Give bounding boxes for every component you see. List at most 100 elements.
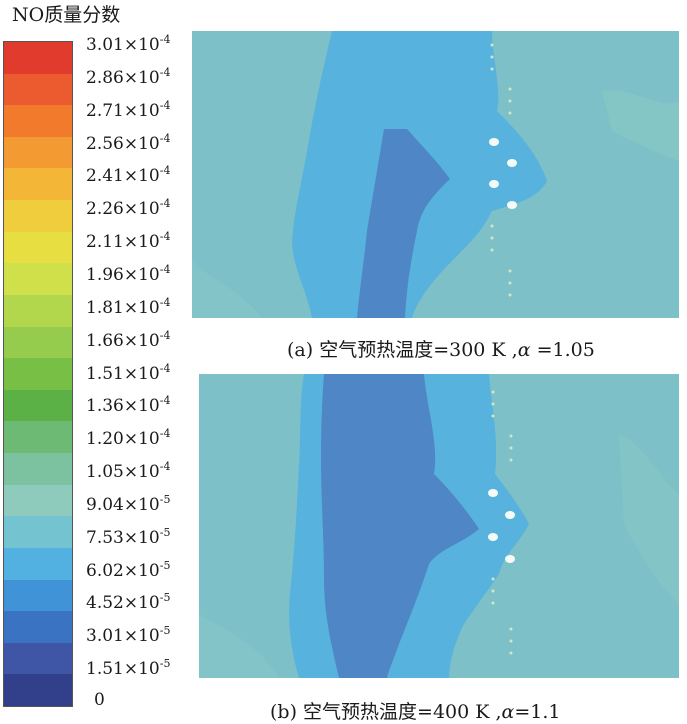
colorbar-tick-label: 1.05×10-4 xyxy=(86,460,170,482)
colorbar-tick-label: 2.56×10-4 xyxy=(86,132,170,154)
colorbar-tick-label: 1.51×10-4 xyxy=(86,362,170,384)
caption-b-text: (b) 空气预热温度=400 K , xyxy=(270,701,502,723)
colorbar-tick-label: 1.96×10-4 xyxy=(86,263,170,285)
colorbar-swatch xyxy=(4,294,72,328)
colorbar-swatch xyxy=(4,453,72,486)
caption-b-alpha-value: =1.1 xyxy=(514,701,561,723)
colorbar-swatch xyxy=(4,358,72,391)
tick-mantissa: 2.86×10 xyxy=(86,67,160,88)
tick-exponent: -5 xyxy=(159,591,171,605)
contour-panel-a xyxy=(192,31,679,318)
colorbar-swatch xyxy=(4,105,72,138)
colorbar-swatch xyxy=(4,326,72,359)
colorbar-swatch xyxy=(4,516,72,549)
tick-exponent: -4 xyxy=(159,33,171,46)
colorbar-swatch xyxy=(4,579,72,612)
tick-mantissa: 3.01×10 xyxy=(86,35,160,55)
tick-exponent: -4 xyxy=(159,65,171,79)
panel-a-edge-region xyxy=(602,90,679,161)
panel-b-edge-region xyxy=(619,434,679,604)
tick-exponent: -4 xyxy=(159,164,171,178)
colorbar-tick-label: 1.36×10-4 xyxy=(86,394,170,416)
colorbar-tick-label: 1.20×10-4 xyxy=(86,427,170,449)
tick-mantissa: 2.11×10 xyxy=(86,232,160,253)
panel-a-injector-holes xyxy=(489,138,517,209)
colorbar-tick-label: 1.81×10-4 xyxy=(86,296,170,318)
tick-exponent: -4 xyxy=(159,131,171,145)
panel-a-core-region xyxy=(357,129,450,318)
caption-a: (a) 空气预热温度=300 K ,α =1.05 xyxy=(287,335,595,362)
colorbar-tick-label: 2.26×10-4 xyxy=(86,197,170,219)
colorbar-tick-label: 1.51×10-5 xyxy=(86,657,170,679)
colorbar-tick-label: 6.02×10-5 xyxy=(86,559,170,581)
tick-exponent: -4 xyxy=(159,262,171,276)
tick-exponent: -4 xyxy=(159,98,171,112)
panel-b-injector-holes xyxy=(488,489,515,563)
colorbar-tick-label: 4.52×10-5 xyxy=(86,591,170,613)
caption-a-alpha-symbol: α xyxy=(517,339,531,361)
colorbar-swatch xyxy=(4,674,72,707)
colorbar-swatch xyxy=(4,231,72,264)
colorbar-swatch xyxy=(4,42,72,75)
colorbar-tick-label: 9.04×10-5 xyxy=(86,493,170,515)
tick-exponent: -5 xyxy=(159,657,171,671)
tick-mantissa: 1.81×10 xyxy=(86,297,160,318)
tick-mantissa: 2.41×10 xyxy=(86,166,160,187)
colorbar-swatch xyxy=(4,421,72,454)
caption-a-text: (a) 空气预热温度=300 K , xyxy=(287,339,518,361)
colorbar-swatch xyxy=(4,200,72,233)
tick-mantissa: 6.02×10 xyxy=(86,560,160,581)
tick-exponent: -4 xyxy=(159,230,171,244)
colorbar-swatch xyxy=(4,484,72,517)
colorbar-tick-label: 2.86×10-4 xyxy=(86,66,170,88)
tick-exponent: -4 xyxy=(159,361,171,375)
tick-mantissa: 2.71×10 xyxy=(86,100,160,121)
legend-title: NO质量分数 xyxy=(12,4,121,26)
panel-a-edge-region-bottom xyxy=(192,261,262,318)
tick-mantissa: 2.56×10 xyxy=(86,133,160,154)
tick-exponent: -5 xyxy=(159,624,171,638)
tick-exponent: -4 xyxy=(159,328,171,342)
panel-b-edge-region-bottom xyxy=(199,614,279,678)
colorbar-swatch xyxy=(4,168,72,201)
panel-b-nozzle-dots xyxy=(491,390,513,655)
tick-exponent: -5 xyxy=(159,525,171,539)
tick-mantissa: 9.04×10 xyxy=(86,494,160,515)
tick-mantissa: 1.05×10 xyxy=(86,462,160,483)
tick-exponent: -4 xyxy=(159,295,171,309)
caption-a-alpha-value: =1.05 xyxy=(530,339,595,361)
colorbar-tick-label: 7.53×10-5 xyxy=(86,526,170,548)
colorbar-swatch xyxy=(4,389,72,422)
tick-mantissa: 3.01×10 xyxy=(86,626,160,647)
colorbar xyxy=(3,41,73,707)
tick-mantissa: 1.96×10 xyxy=(86,264,160,285)
colorbar-tick-label: 3.01×10-4 xyxy=(86,33,170,55)
tick-exponent: -4 xyxy=(159,197,171,211)
colorbar-swatch xyxy=(4,642,72,675)
caption-b-alpha-symbol: α xyxy=(501,701,515,723)
colorbar-swatch xyxy=(4,73,72,106)
colorbar-swatch xyxy=(4,547,72,580)
panel-a-nozzle-dots xyxy=(490,43,512,297)
caption-b: (b) 空气预热温度=400 K ,α=1.1 xyxy=(270,697,561,724)
tick-mantissa: 1.20×10 xyxy=(86,429,160,450)
tick-exponent: -4 xyxy=(159,427,171,441)
contour-panel-b xyxy=(199,374,679,678)
tick-mantissa: 2.26×10 xyxy=(86,199,160,220)
colorbar-tick-label: 0 xyxy=(94,690,105,710)
colorbar-tick-label: 2.41×10-4 xyxy=(86,164,170,186)
tick-exponent: -5 xyxy=(159,492,171,506)
tick-mantissa: 1.51×10 xyxy=(86,659,160,680)
colorbar-tick-label: 3.01×10-5 xyxy=(86,624,170,646)
colorbar-swatch xyxy=(4,611,72,644)
colorbar-swatch xyxy=(4,263,72,296)
tick-mantissa: 4.52×10 xyxy=(86,593,160,614)
tick-exponent: -4 xyxy=(159,460,171,474)
tick-exponent: -5 xyxy=(159,558,171,572)
tick-mantissa: 7.53×10 xyxy=(86,527,160,548)
colorbar-swatch xyxy=(4,136,72,169)
tick-mantissa: 1.51×10 xyxy=(86,363,160,384)
colorbar-tick-label: 2.11×10-4 xyxy=(86,230,170,252)
panel-b-core-region xyxy=(321,374,479,678)
tick-mantissa: 1.66×10 xyxy=(86,330,160,351)
